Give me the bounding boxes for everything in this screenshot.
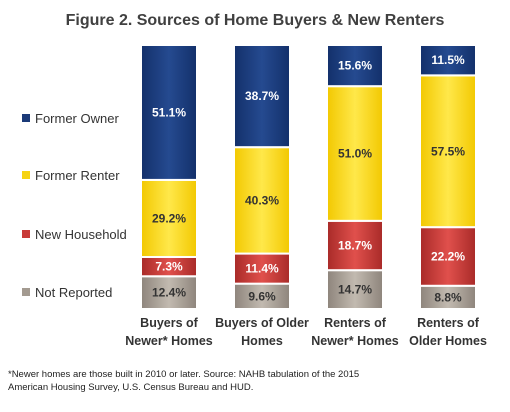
legend-swatch-new-household: [22, 230, 30, 238]
x-tick-label-1-line-2: Newer* Homes: [125, 334, 213, 348]
bar-former-owner-2: [233, 44, 291, 149]
data-label-new-household-4: 22.2%: [431, 249, 465, 263]
data-label-new-household-3: 18.7%: [338, 239, 372, 253]
bar-former-owner-3: [326, 44, 384, 88]
chart-title: Figure 2. Sources of Home Buyers & New R…: [65, 12, 445, 29]
legend-swatch-former-owner: [22, 114, 30, 122]
x-tick-label-3-line-2: Newer* Homes: [311, 334, 399, 348]
data-label-former-owner-1: 51.1%: [152, 105, 186, 119]
legend-label-former-renter: Former Renter: [35, 167, 120, 183]
data-label-new-household-2: 11.4%: [245, 262, 279, 276]
data-label-former-renter-2: 40.3%: [245, 193, 279, 207]
bar-former-owner-4: [419, 44, 477, 77]
bar-new-household-3: [326, 219, 384, 272]
data-label-former-owner-2: 38.7%: [245, 89, 279, 103]
data-label-not-reported-2: 9.6%: [248, 289, 276, 303]
bar-former-renter-3: [326, 85, 384, 222]
legend-item-not-reported: Not Reported: [22, 284, 112, 300]
data-label-not-reported-1: 12.4%: [152, 286, 186, 300]
x-tick-label-2-line-1: Buyers of Older: [215, 316, 309, 330]
legend-label-new-household: New Household: [35, 226, 127, 242]
legend-label-not-reported: Not Reported: [35, 284, 113, 300]
x-tick-label-2-line-2: Homes: [241, 334, 283, 348]
footnote-line-1: *Newer homes are those built in 2010 or …: [8, 369, 360, 380]
data-label-not-reported-4: 8.8%: [434, 290, 462, 304]
legend-swatch-former-renter: [22, 171, 30, 179]
bar-former-renter-4: [419, 74, 477, 229]
legend-item-new-household: New Household: [22, 226, 127, 242]
data-label-former-renter-4: 57.5%: [431, 144, 465, 158]
data-label-former-owner-4: 11.5%: [431, 53, 465, 67]
legend-item-former-renter: Former Renter: [22, 167, 120, 183]
legend-item-former-owner: Former Owner: [22, 110, 119, 126]
footnote-line-2: American Housing Survey, U.S. Census Bur…: [8, 382, 254, 393]
x-tick-label-4-line-1: Renters of: [417, 316, 480, 330]
data-label-not-reported-3: 14.7%: [338, 283, 372, 297]
footnote: *Newer homes are those built in 2010 or …: [8, 368, 502, 394]
bar-former-owner-1: [140, 44, 198, 181]
legend-label-former-owner: Former Owner: [35, 110, 119, 126]
data-label-former-owner-3: 15.6%: [338, 59, 372, 73]
x-tick-label-1-line-1: Buyers of: [140, 316, 198, 330]
data-label-former-renter-1: 29.2%: [152, 211, 186, 225]
x-tick-label-4-line-2: Older Homes: [409, 334, 487, 348]
x-tick-label-3-line-1: Renters of: [324, 316, 387, 330]
bar-new-household-2: [233, 252, 291, 285]
bar-new-household-4: [419, 226, 477, 287]
data-label-former-renter-3: 51.0%: [338, 147, 372, 161]
legend-swatch-not-reported: [22, 288, 30, 296]
data-label-new-household-1: 7.3%: [155, 260, 183, 274]
